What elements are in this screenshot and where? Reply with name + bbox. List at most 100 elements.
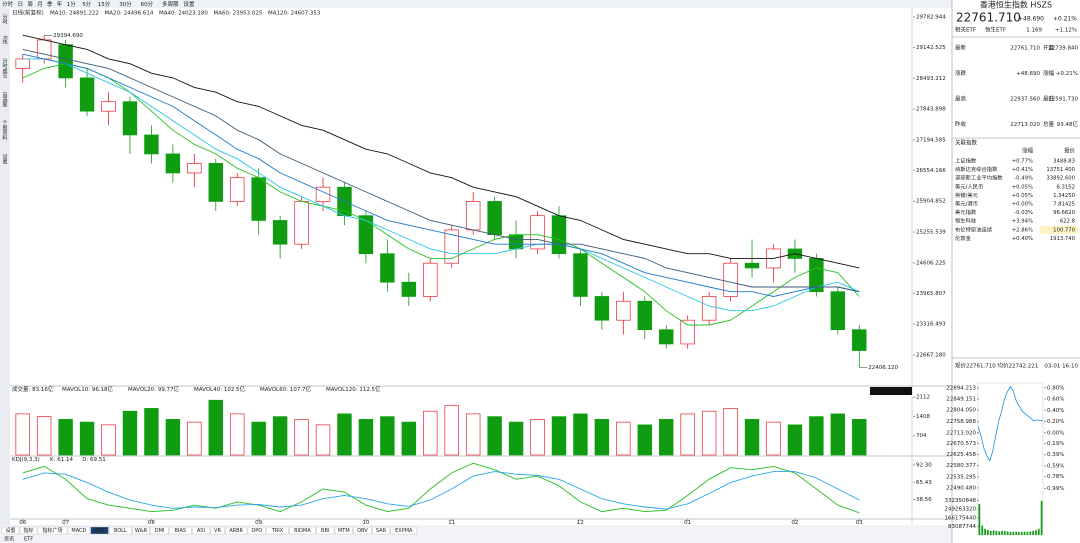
bottom-tab[interactable]: VR <box>214 528 221 534</box>
quote-label: 总量 <box>1043 120 1055 128</box>
candle-body <box>680 319 695 345</box>
y-tick-label: 0.60% <box>1047 397 1064 403</box>
index-name[interactable]: 恒生科技 <box>955 217 977 225</box>
index-name[interactable]: 纳斯达克综合指数 <box>955 165 998 173</box>
bottom-tab[interactable]: OBV <box>357 528 368 534</box>
sidebar-item[interactable]: K线 <box>2 36 8 45</box>
tab[interactable]: 60分 <box>141 0 154 8</box>
quote-value: +48.690 <box>1016 71 1040 77</box>
candle-body <box>744 262 760 269</box>
tab-box <box>67 526 90 535</box>
volume-bar <box>744 419 760 456</box>
volume-bar <box>995 530 998 535</box>
bottom-tab[interactable]: EXPMA <box>395 528 413 534</box>
bottom-tab[interactable]: KDJ <box>95 528 104 534</box>
volume-bar <box>79 421 95 456</box>
y-tick-label: 22490.480 <box>946 485 976 491</box>
tab-box <box>131 526 150 535</box>
sidebar-item[interactable]: 自选股 <box>2 91 8 108</box>
tab[interactable]: 日 <box>18 1 24 8</box>
x-tick-label: 01 <box>684 520 691 526</box>
sidebar-item[interactable]: 分时成交 <box>2 57 8 79</box>
index-name[interactable]: 美元/人民币 <box>955 182 983 190</box>
legend-entry: MAVOL120: 112.5亿 <box>326 385 381 393</box>
bottom-tab[interactable]: ETF <box>24 537 33 543</box>
index-name[interactable]: 英镑/美元 <box>955 191 979 199</box>
bottom-tab[interactable]: 指标广场 <box>42 527 62 534</box>
tab[interactable]: 年 <box>57 0 63 8</box>
tab[interactable]: 设置 <box>183 0 195 8</box>
candle-body <box>187 163 202 174</box>
bottom-tab[interactable]: DMI <box>155 528 165 534</box>
index-change: -0.49% <box>1014 176 1033 182</box>
bottom-tab[interactable]: 指标 <box>23 527 33 534</box>
volume-bar <box>637 424 652 456</box>
bottom-tab[interactable]: BIDMA <box>294 528 311 534</box>
indices-header: 报价 <box>1064 147 1076 155</box>
index-name[interactable]: 道琼斯工业平均指数 <box>955 174 1003 182</box>
bottom-tab[interactable]: ARBR <box>229 528 243 534</box>
volume-bar <box>530 419 545 456</box>
y-tick-label: 23965.807 <box>916 291 946 297</box>
bottom-tab[interactable]: DPO <box>251 528 262 534</box>
volume-bar <box>1026 531 1029 535</box>
bottom-tab[interactable]: 设置 <box>5 527 15 534</box>
volume-bar <box>1035 530 1037 535</box>
index-change: +0.05% <box>1012 193 1033 199</box>
volume-bar <box>423 410 438 456</box>
bottom-tab[interactable]: 资讯 <box>4 536 14 543</box>
volume-label-box <box>870 387 912 395</box>
index-price: 96.6620 <box>1053 210 1076 216</box>
y-tick-label: 26554.166 <box>916 168 946 174</box>
y-tick-label: 27843.898 <box>916 107 946 113</box>
index-price: 33892.600 <box>1046 176 1075 182</box>
index-name[interactable]: 上证指数 <box>955 157 977 165</box>
volume-bar <box>1009 531 1012 535</box>
tab[interactable]: 多周期 <box>162 0 179 8</box>
y-tick-label: 2112 <box>916 395 930 401</box>
tab[interactable]: 15分 <box>98 0 111 8</box>
tab[interactable]: 季 <box>47 0 53 8</box>
sidebar-item[interactable]: 分时 <box>2 13 8 24</box>
candle-body <box>251 177 266 221</box>
index-name[interactable]: 布伦特原油连续 <box>955 225 993 233</box>
bottom-tab[interactable]: BIAS <box>175 528 187 534</box>
x-tick-label: 08 <box>148 520 155 526</box>
bottom-tab[interactable]: MTM <box>338 528 350 534</box>
volume-bar <box>165 419 181 456</box>
quote-title: 香港恒生指数 HSZS <box>980 0 1052 10</box>
tab[interactable]: 月 <box>37 1 43 8</box>
y-tick-label: 29142.525 <box>916 45 946 51</box>
bottom-tab[interactable]: BOLL <box>114 528 127 534</box>
bottom-tab[interactable]: MACD <box>71 528 86 534</box>
index-name[interactable]: 伦敦金 <box>955 234 972 242</box>
candle-body <box>573 253 588 297</box>
tab[interactable]: 1分 <box>67 0 76 8</box>
sidebar-item[interactable]: 设置 <box>2 153 8 165</box>
bottom-tab[interactable]: ASI <box>197 528 205 534</box>
y-tick-label: 0.59% <box>1047 463 1064 469</box>
volume-bar <box>989 530 992 535</box>
etf-field[interactable]: 恒生ETF <box>985 26 1006 34</box>
bottom-tab[interactable]: W&R <box>135 528 148 534</box>
tab-box <box>316 526 335 535</box>
candle-body <box>465 201 481 231</box>
x-tick-label: 11 <box>448 520 455 526</box>
tab[interactable]: 分时 <box>2 0 14 8</box>
bottom-tab[interactable]: SAR <box>376 528 387 534</box>
index-name[interactable]: 美元/港币 <box>955 200 978 208</box>
y-tick-label: 22804.050 <box>946 408 976 414</box>
candle-body <box>530 215 545 250</box>
sidebar-item[interactable]: 个股资料 <box>2 120 8 141</box>
legend-entry: MAVOL20: 99.77亿 <box>128 385 180 393</box>
tab-box <box>210 526 225 535</box>
bottom-tab[interactable]: TRIX <box>271 528 284 534</box>
volume-bar <box>1015 531 1017 535</box>
tab[interactable]: 30分 <box>119 0 132 8</box>
bottom-tab[interactable]: BBI <box>321 528 329 534</box>
index-name[interactable]: 美元指数 <box>955 208 977 216</box>
x-tick-label: 10 <box>362 520 369 526</box>
tab[interactable]: 周 <box>27 1 33 8</box>
tab[interactable]: 5分 <box>82 0 91 8</box>
y-tick-label: 0.80% <box>1047 385 1064 391</box>
